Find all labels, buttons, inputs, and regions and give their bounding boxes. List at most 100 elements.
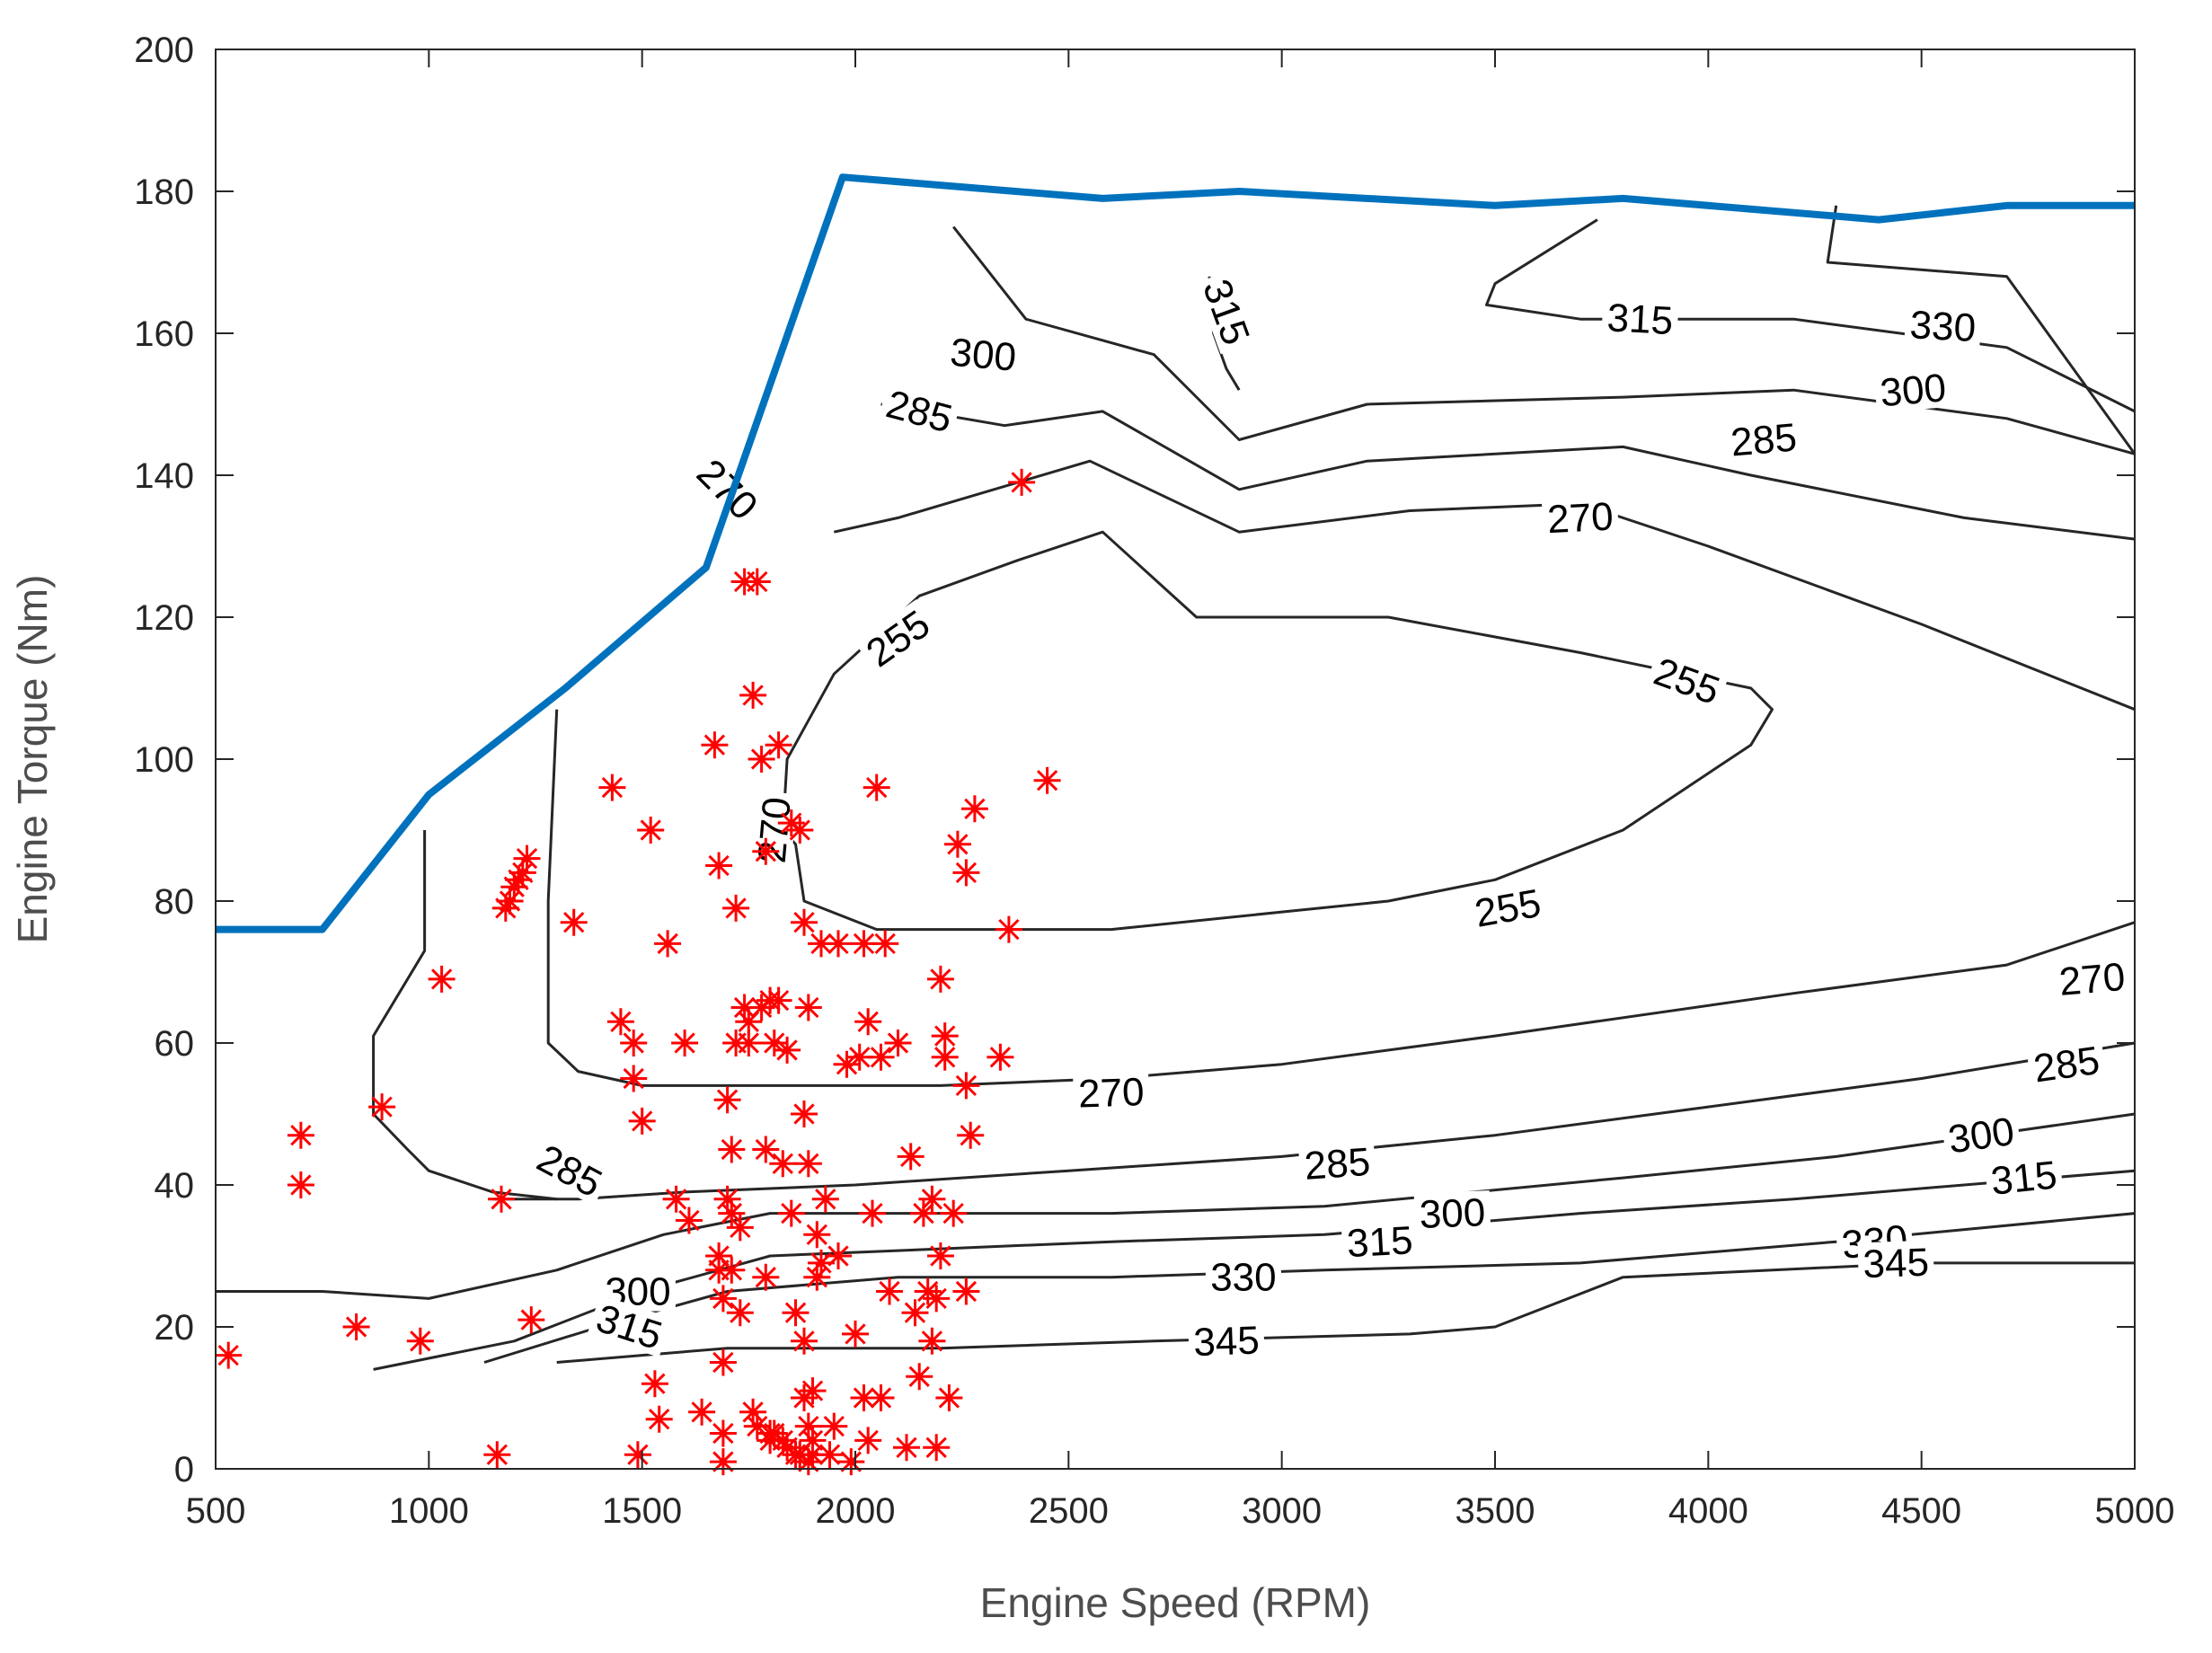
- operating-point: [791, 1101, 818, 1127]
- contour-label-bg: [1297, 1139, 1376, 1187]
- contour-label-text: 330: [1908, 303, 1977, 350]
- x-tick-label: 4500: [1881, 1491, 1961, 1531]
- operating-point: [765, 986, 792, 1014]
- y-tick-label: 80: [155, 882, 195, 922]
- contour-label-bg: [1205, 1255, 1281, 1297]
- operating-point: [957, 1121, 985, 1149]
- y-axis-title: Engine Torque (Nm): [9, 575, 56, 944]
- x-tick-label: 4000: [1668, 1491, 1748, 1531]
- operating-point: [215, 1341, 243, 1369]
- x-tick-label: 3000: [1242, 1491, 1322, 1531]
- operating-point: [709, 1285, 737, 1313]
- contour-label-text: 285: [1303, 1140, 1372, 1189]
- contour-label-285-16: 285: [1297, 1139, 1376, 1189]
- contour-label-bg: [1072, 1069, 1150, 1114]
- contour-label-text: 345: [1863, 1241, 1930, 1287]
- contour-label-bg: [2052, 954, 2132, 1003]
- operating-point: [705, 1242, 733, 1269]
- operating-point: [872, 930, 899, 958]
- operating-point: [808, 1249, 835, 1277]
- operating-point: [867, 1384, 895, 1411]
- operating-point: [483, 1441, 511, 1469]
- operating-point: [765, 731, 792, 759]
- contour-label-300-0: 300: [943, 330, 1023, 380]
- y-tick-label: 40: [155, 1166, 195, 1206]
- operating-point: [931, 1043, 959, 1071]
- contour-line-255-0: [781, 530, 1774, 932]
- operating-point: [769, 1150, 797, 1178]
- operating-point: [701, 731, 729, 759]
- operating-point: [620, 1030, 648, 1056]
- operating-point: [1008, 468, 1036, 496]
- operating-point: [722, 894, 750, 922]
- operating-point: [960, 795, 988, 823]
- operating-point: [799, 1441, 827, 1469]
- contour-label-bg: [1601, 296, 1679, 341]
- operating-point: [505, 866, 532, 894]
- contour-label-315-21: 315: [1984, 1152, 2064, 1204]
- contour-label-bg: [1466, 880, 1549, 934]
- contour-label-text: 315: [1346, 1218, 1414, 1266]
- operating-point: [803, 1263, 831, 1291]
- operating-point: [709, 1419, 737, 1447]
- operating-point: [752, 1263, 780, 1291]
- y-tick-labels: 0 20 40 60 80 100 120 140 160 180 200: [134, 31, 194, 1489]
- operating-point: [287, 1121, 314, 1149]
- x-tick-label: 3500: [1455, 1491, 1535, 1531]
- x-tick-label: 1000: [389, 1491, 469, 1531]
- x-tick-label: 1500: [602, 1491, 682, 1531]
- contour-label-text: 315: [1606, 296, 1674, 343]
- contour-label-text: 300: [949, 331, 1018, 380]
- operating-point: [791, 908, 818, 936]
- operating-point: [952, 1277, 980, 1305]
- operating-point: [637, 817, 665, 844]
- operating-point: [884, 1030, 912, 1056]
- operating-point: [598, 773, 626, 801]
- contour-label-bg: [1644, 648, 1730, 713]
- operating-point: [837, 1448, 865, 1476]
- operating-point: [825, 1242, 852, 1269]
- tick-marks: [215, 49, 2136, 1470]
- operating-point: [1033, 766, 1061, 794]
- contour-label-bg: [526, 1134, 614, 1207]
- operating-point: [923, 1285, 951, 1313]
- x-tick-label: 500: [186, 1491, 246, 1531]
- contour-line-285-2: [880, 402, 2136, 541]
- y-tick-label: 0: [174, 1450, 194, 1489]
- operating-point: [428, 965, 456, 993]
- operating-point: [876, 1277, 903, 1305]
- operating-point: [859, 1199, 886, 1227]
- operating-point: [769, 1427, 797, 1454]
- operating-point: [688, 1398, 716, 1426]
- contour-label-330-5: 330: [1904, 302, 1982, 350]
- y-tick-label: 200: [134, 31, 194, 70]
- contour-label-text: 315: [1989, 1153, 2059, 1203]
- operating-point: [820, 1412, 848, 1440]
- operating-point: [918, 1185, 946, 1213]
- y-tick-label: 60: [155, 1024, 195, 1064]
- contour-label-bg: [1413, 1190, 1491, 1235]
- operating-point: [854, 1008, 882, 1036]
- operating-point: [926, 965, 954, 993]
- contour-label-text: 270: [2057, 955, 2127, 1004]
- contour-label-315-22: 315: [1340, 1218, 1419, 1266]
- operating-point: [833, 1050, 861, 1078]
- operating-point: [777, 1199, 805, 1227]
- y-tick-label: 160: [134, 314, 194, 354]
- operating-point: [867, 1043, 895, 1071]
- operating-point: [791, 1327, 818, 1355]
- y-tick-label: 100: [134, 740, 194, 780]
- operating-point: [713, 1185, 741, 1213]
- operating-point: [726, 1299, 754, 1327]
- operating-point: [491, 894, 519, 922]
- operating-point: [811, 1185, 839, 1213]
- operating-point: [368, 1093, 396, 1121]
- operating-point: [513, 844, 541, 872]
- operating-point: [628, 1107, 656, 1135]
- y-tick-label: 20: [155, 1308, 195, 1348]
- contour-label-270-8: 270: [1541, 494, 1619, 542]
- operating-point: [624, 1441, 651, 1469]
- contour-label-285-7: 285: [1724, 414, 1803, 465]
- contour-label-text: 285: [1729, 415, 1798, 464]
- operating-point: [940, 1199, 968, 1227]
